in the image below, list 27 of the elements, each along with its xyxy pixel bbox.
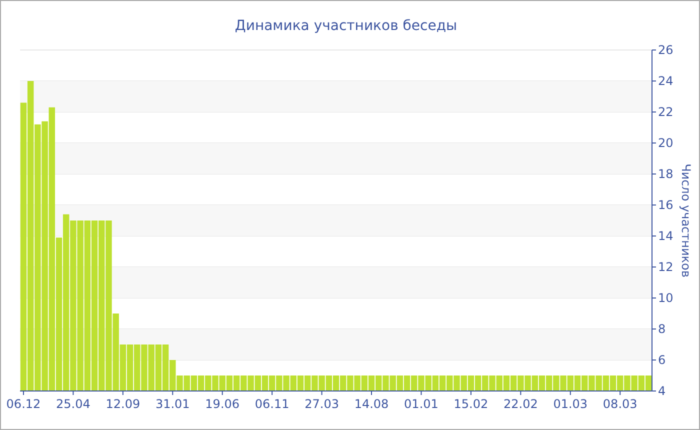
x-tick-label: 27.03 xyxy=(304,397,339,411)
y-tick-label: 16 xyxy=(658,198,674,212)
y-tick-label: 18 xyxy=(658,167,674,182)
y-axis-title: Число участников xyxy=(679,164,693,278)
y-tick-label: 14 xyxy=(658,229,674,244)
x-tick-label: 15.02 xyxy=(454,397,488,411)
y-tick-label: 10 xyxy=(658,291,674,306)
y-tick-label: 4 xyxy=(658,384,666,398)
x-tick-label: 22.02 xyxy=(503,397,538,411)
x-tick-label: 08.03 xyxy=(602,397,638,411)
y-tick-label: 26 xyxy=(658,43,674,58)
x-tick-label: 06.12 xyxy=(6,397,41,411)
x-tick-label: 01.01 xyxy=(404,397,438,411)
y-tick-label: 6 xyxy=(658,353,666,368)
y-tick-label: 20 xyxy=(658,136,674,150)
x-tick-label: 14.08 xyxy=(354,397,389,411)
x-tick-label: 01.03 xyxy=(553,397,588,411)
chart-title: Динамика участников беседы xyxy=(234,18,458,34)
x-tick-label: 12.09 xyxy=(106,397,140,411)
y-tick-label: 24 xyxy=(658,74,674,88)
x-tick-label: 31.01 xyxy=(155,397,190,411)
y-tick-label: 22 xyxy=(658,105,674,120)
y-tick-label: 8 xyxy=(658,322,666,336)
y-tick-label: 12 xyxy=(658,260,674,274)
x-tick-label: 19.06 xyxy=(205,397,240,411)
x-tick-label: 25.04 xyxy=(56,397,90,411)
x-tick-label: 06.11 xyxy=(254,397,290,411)
